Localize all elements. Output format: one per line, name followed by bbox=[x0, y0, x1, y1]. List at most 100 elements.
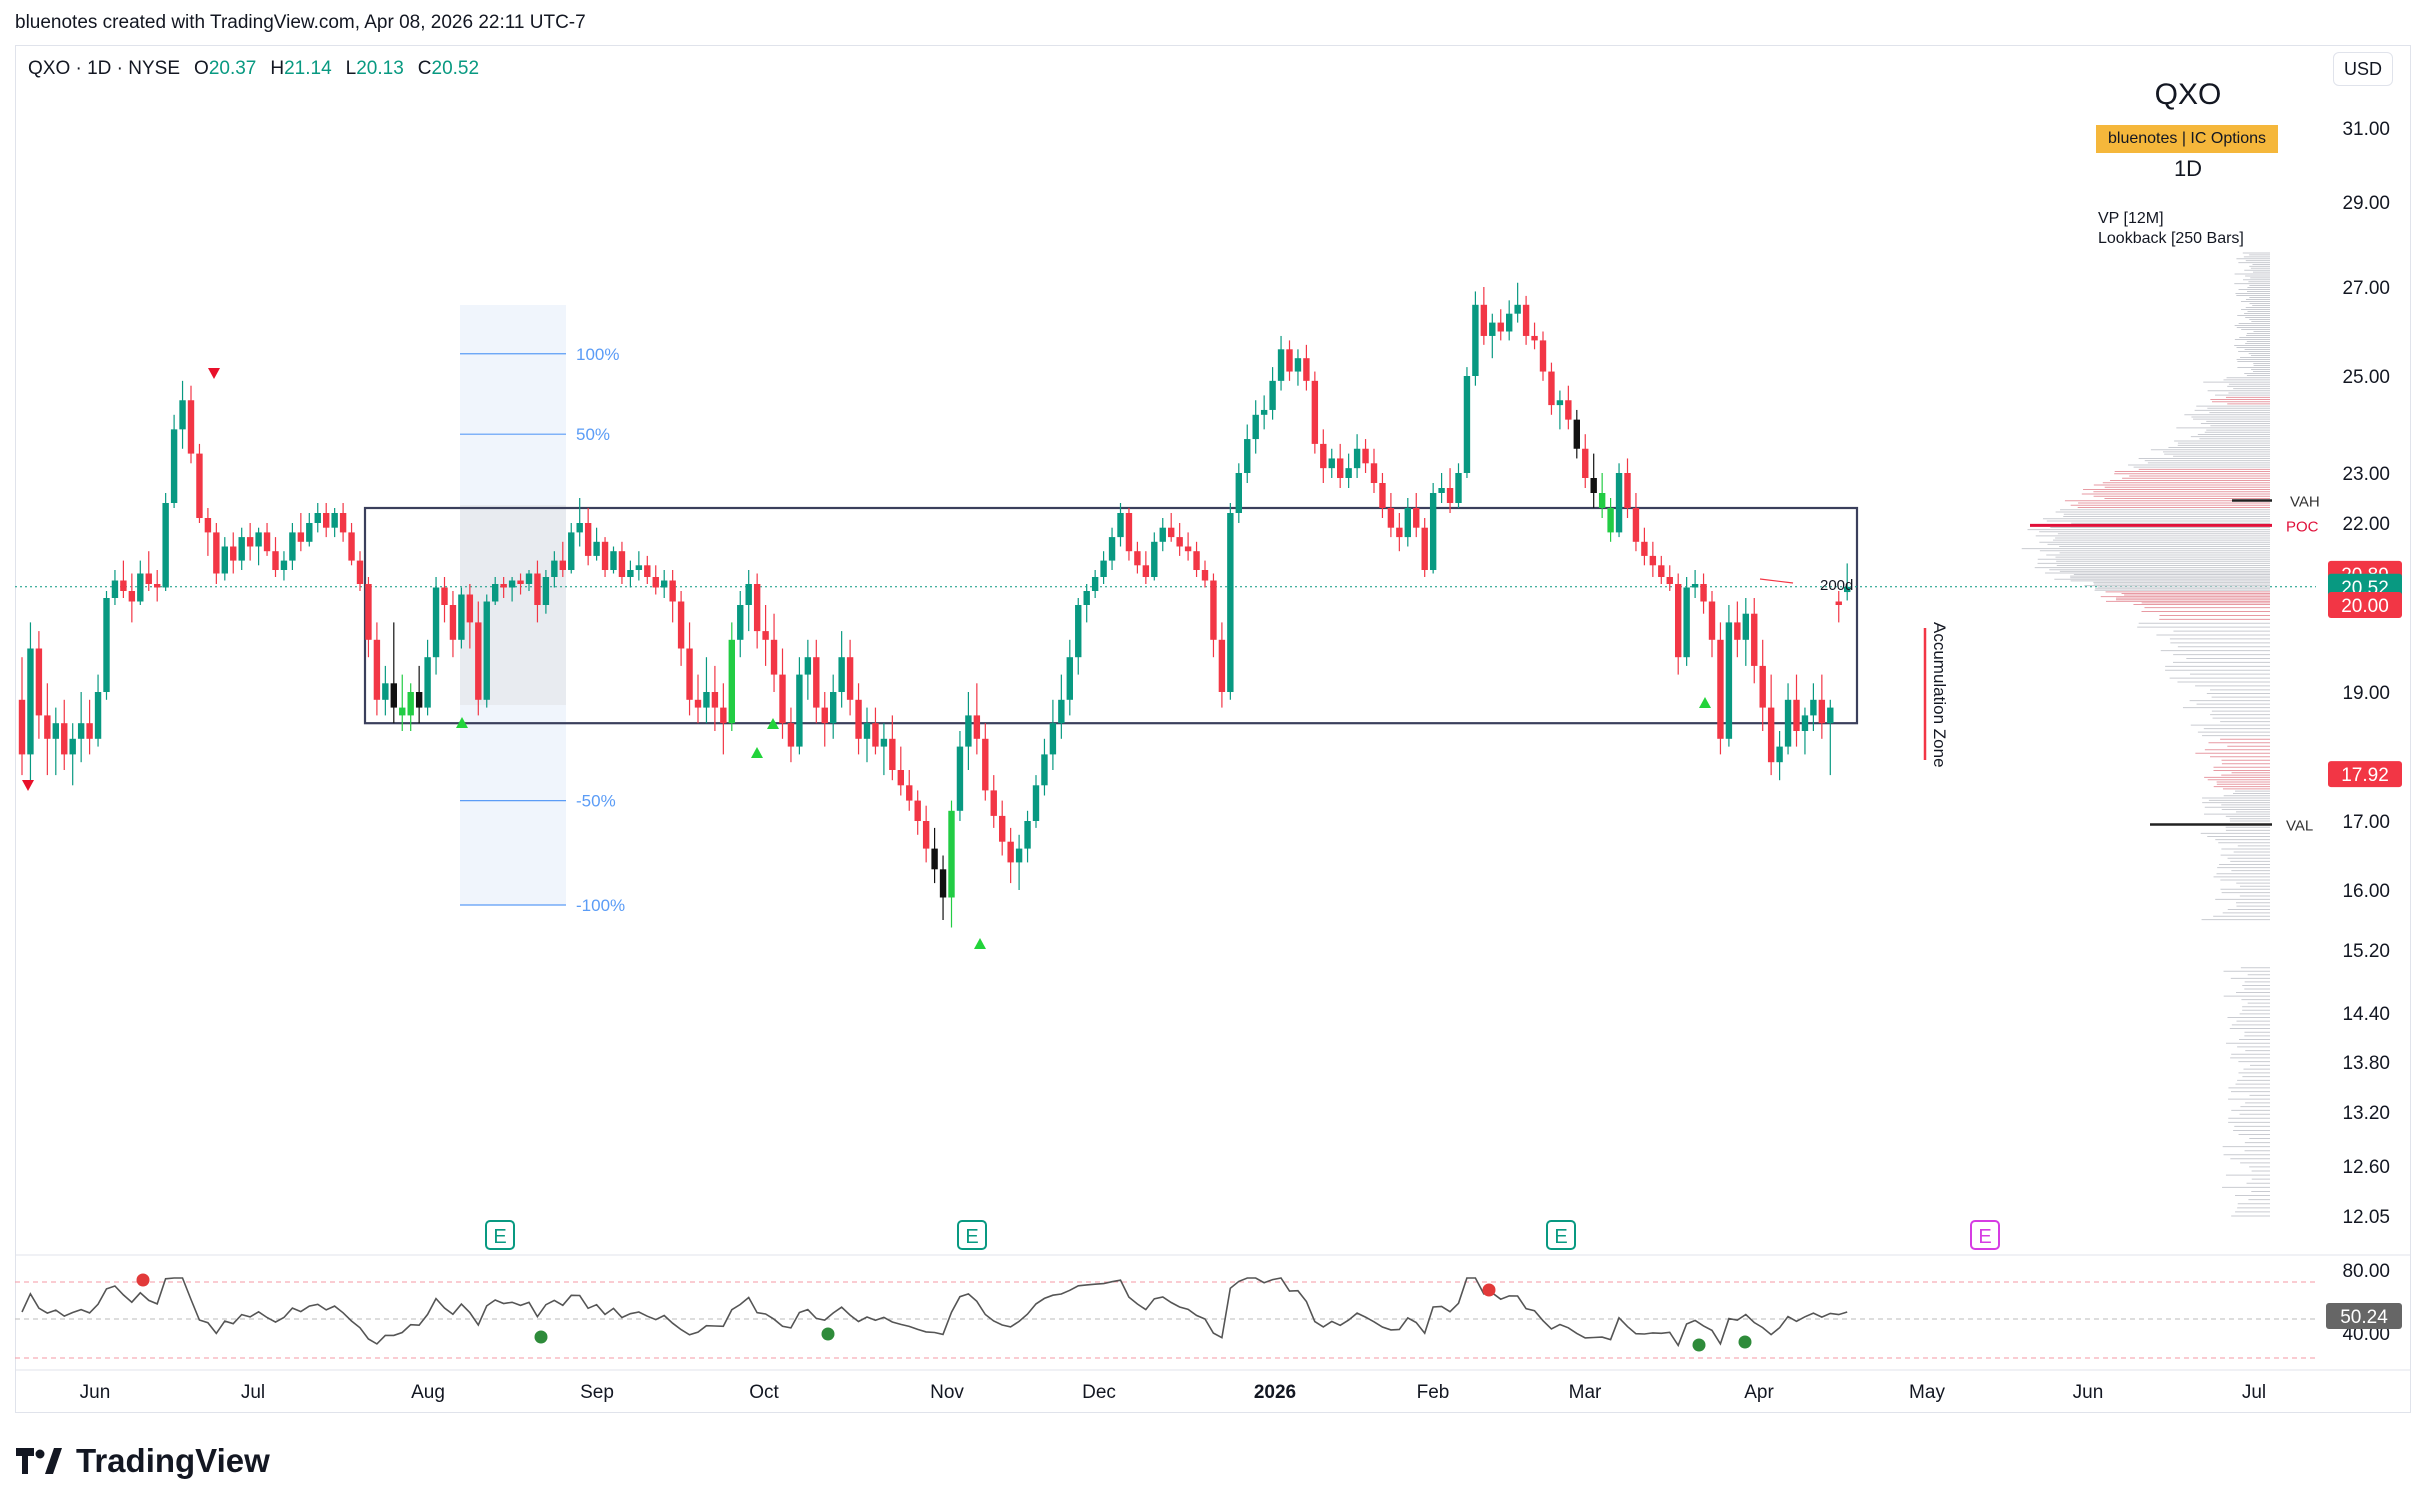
currency-button[interactable]: USD bbox=[2333, 52, 2393, 86]
candle-body bbox=[1117, 513, 1124, 538]
candle-body bbox=[1463, 376, 1471, 473]
rsi-divergence-dot bbox=[534, 1330, 548, 1344]
candle bbox=[770, 613, 778, 692]
candle bbox=[728, 622, 735, 731]
symbol-line[interactable]: QXO · 1D · NYSE bbox=[28, 58, 181, 79]
candle-body bbox=[1666, 577, 1673, 584]
candle bbox=[1666, 565, 1673, 591]
candle-body bbox=[1362, 448, 1369, 464]
earnings-icon-box bbox=[485, 1220, 515, 1250]
candle-body bbox=[813, 657, 820, 708]
candle bbox=[1700, 573, 1707, 614]
candle bbox=[1413, 493, 1420, 538]
candle-body bbox=[170, 429, 178, 503]
candle-body bbox=[94, 692, 102, 739]
candle bbox=[1362, 439, 1369, 473]
candle-body bbox=[618, 551, 626, 577]
candle-body bbox=[1041, 754, 1048, 786]
candle bbox=[551, 551, 558, 588]
candle bbox=[1320, 429, 1327, 483]
ma-200d-line bbox=[1759, 578, 1794, 584]
candle-body bbox=[145, 573, 152, 584]
candle-body bbox=[1311, 380, 1319, 444]
rsi-divergence-dot bbox=[1482, 1283, 1496, 1297]
candle-body bbox=[880, 738, 888, 747]
candle bbox=[1582, 434, 1589, 488]
fib-levels: 100% 50% -50% -100% bbox=[460, 345, 625, 915]
candle bbox=[1032, 775, 1040, 828]
candle-body bbox=[1472, 304, 1479, 376]
candle bbox=[1159, 518, 1166, 552]
candle-body bbox=[1159, 527, 1166, 542]
tradingview-logo[interactable]: TradingView bbox=[16, 1442, 270, 1480]
candle bbox=[162, 493, 169, 591]
candle-body bbox=[1675, 584, 1682, 658]
candle-body bbox=[542, 577, 550, 605]
open-key: O bbox=[194, 58, 209, 79]
candle-body bbox=[483, 601, 490, 700]
candle bbox=[1134, 541, 1141, 574]
candle-body bbox=[1235, 473, 1242, 513]
candle bbox=[280, 551, 288, 581]
candle-body bbox=[906, 785, 913, 801]
candle bbox=[677, 591, 685, 666]
time-axis: Jun Jul Aug Sep Oct Nov Dec 2026 Feb Mar Apr May Jun… bbox=[80, 1382, 2266, 1403]
candle-body bbox=[872, 723, 879, 747]
candle-body bbox=[737, 605, 744, 640]
candle bbox=[661, 570, 668, 598]
candle-body bbox=[1007, 841, 1014, 863]
candle-body bbox=[1708, 601, 1716, 640]
candle bbox=[1632, 493, 1640, 552]
candle-body bbox=[838, 657, 845, 692]
candle-body bbox=[415, 692, 423, 708]
candle bbox=[956, 731, 964, 821]
candle bbox=[534, 560, 541, 623]
candle bbox=[52, 707, 59, 776]
time-tick-label: Feb bbox=[1417, 1382, 1450, 1403]
vah-label: VAH bbox=[2290, 494, 2320, 511]
price-tick-label: 12.05 bbox=[2342, 1207, 2390, 1228]
candle-body bbox=[956, 746, 964, 811]
candle-body bbox=[762, 631, 769, 640]
candle bbox=[1506, 300, 1513, 341]
rsi-divergence-dot bbox=[1738, 1335, 1752, 1349]
candle-body bbox=[1480, 304, 1488, 336]
candle bbox=[1615, 463, 1623, 538]
candle-body bbox=[1497, 322, 1504, 332]
candle bbox=[1598, 473, 1606, 518]
candle bbox=[618, 541, 626, 584]
candle bbox=[407, 683, 414, 731]
candle-body bbox=[779, 674, 786, 724]
candle bbox=[508, 577, 516, 602]
candle bbox=[1793, 674, 1800, 747]
candle-body bbox=[990, 790, 997, 816]
candle-body bbox=[652, 577, 659, 588]
candle bbox=[77, 692, 85, 763]
candle bbox=[1649, 541, 1657, 577]
rsi-divergence-dot bbox=[1692, 1338, 1706, 1352]
candle-body bbox=[1607, 508, 1614, 533]
candle bbox=[1531, 322, 1538, 350]
candle bbox=[1658, 555, 1665, 584]
price-label: 17.92 bbox=[2328, 761, 2402, 788]
candle-body bbox=[1404, 508, 1411, 538]
candle bbox=[128, 573, 136, 623]
time-tick-label: Apr bbox=[1744, 1382, 1774, 1403]
accumulation-zone-label: Accumulation Zone bbox=[1930, 622, 1949, 768]
price-tick-label: 16.00 bbox=[2342, 881, 2390, 902]
candle-body bbox=[1573, 419, 1580, 449]
candle bbox=[230, 532, 237, 574]
candle-body bbox=[1201, 570, 1209, 581]
candle bbox=[1429, 483, 1437, 574]
candle-body bbox=[187, 400, 195, 454]
candle bbox=[86, 699, 93, 755]
candle-body bbox=[1286, 349, 1293, 372]
candle bbox=[897, 746, 904, 796]
candle-body bbox=[627, 570, 634, 577]
candle bbox=[111, 570, 119, 605]
price-label-box bbox=[2328, 761, 2402, 788]
candle bbox=[424, 639, 431, 716]
candle-body bbox=[661, 580, 668, 588]
candle bbox=[1784, 683, 1792, 755]
